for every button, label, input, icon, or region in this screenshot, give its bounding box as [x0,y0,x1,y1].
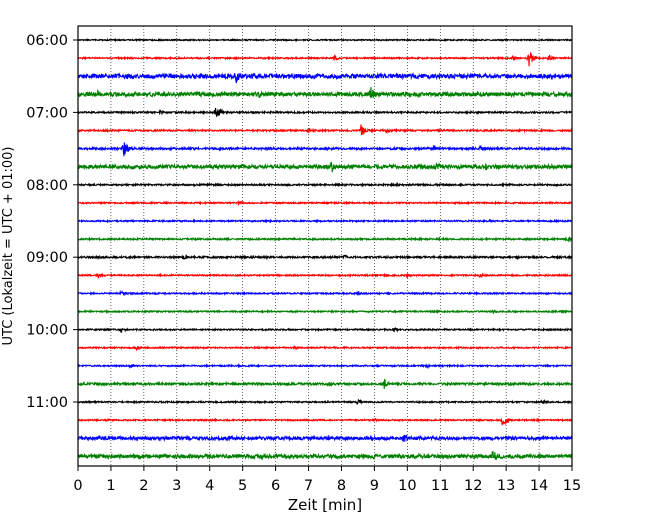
x-grid [110,26,540,466]
trace-1145 [77,450,573,461]
x-tick-label: 9 [370,478,379,494]
x-tick-label: 12 [464,478,482,494]
x-tick-label: 4 [205,478,214,494]
x-axis-label: Zeit [min] [288,496,362,514]
y-tick-label: 08:00 [26,178,68,194]
trace-0845 [77,236,573,243]
trace-1015 [77,344,573,352]
x-axis: 0 1 2 3 4 5 6 7 8 9 10 11 12 13 14 15 [73,466,581,494]
trace-0715 [77,124,573,136]
trace-0800 [77,181,573,188]
y-tick-label: 10:00 [26,323,68,339]
trace-0915 [77,272,573,279]
x-tick-label: 6 [271,478,280,494]
trace-0930 [77,289,573,297]
trace-0745 [77,161,573,173]
y-tick-label: 11:00 [26,395,68,411]
x-tick-label: 5 [238,478,247,494]
trace-1115 [77,417,573,427]
x-tick-label: 1 [106,478,115,494]
trace-1030 [77,362,573,370]
x-tick-label: 2 [139,478,148,494]
trace-1000 [77,327,573,333]
x-tick-label: 11 [431,478,449,494]
trace-1045 [77,378,573,389]
x-tick-label: 8 [337,478,346,494]
x-tick-label: 3 [172,478,181,494]
trace-0600 [77,37,573,43]
trace-layer [77,37,573,461]
trace-0615 [77,52,573,67]
trace-0630 [77,71,573,84]
x-tick-label: 15 [563,478,581,494]
x-tick-label: 13 [497,478,515,494]
trace-0815 [77,199,573,207]
x-tick-label: 10 [398,478,416,494]
y-tick-label: 07:00 [26,105,68,121]
trace-0830 [77,218,573,224]
x-tick-label: 14 [530,478,548,494]
trace-1130 [77,434,573,442]
trace-0700 [77,107,573,117]
trace-1100 [77,398,573,406]
trace-0945 [77,308,573,315]
y-axis: 06:00 07:00 08:00 09:00 10:00 11:00 [26,33,78,411]
trace-0730 [77,142,573,157]
y-axis-label: UTC (Lokalzeit = UTC + 01:00) [1,147,16,346]
x-tick-label: 0 [73,478,82,494]
y-tick-label: 09:00 [26,250,68,266]
trace-0645 [77,87,573,99]
x-tick-label: 7 [304,478,313,494]
trace-0900 [77,254,573,261]
plot-frame [77,25,573,467]
y-tick-label: 06:00 [26,33,68,49]
